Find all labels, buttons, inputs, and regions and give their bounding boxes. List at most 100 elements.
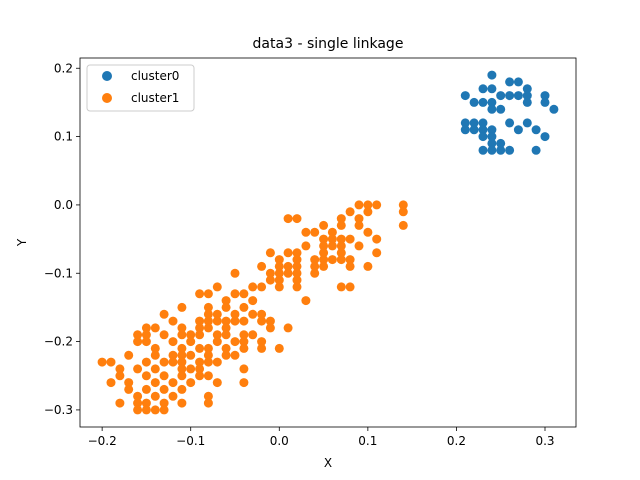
point-cluster1-60 [248,282,258,292]
x-tick-label-0: −0.2 [88,434,117,448]
point-cluster1-62 [292,282,302,292]
point-cluster1-85 [203,316,213,326]
point-cluster1-123 [239,343,249,353]
point-cluster1-91 [265,316,275,326]
point-cluster0-0 [487,70,497,80]
point-cluster1-129 [177,350,187,360]
point-cluster1-111 [141,337,151,347]
point-cluster1-6 [363,207,373,217]
point-cluster1-84 [195,316,205,326]
point-cluster1-90 [257,316,267,326]
point-cluster1-124 [257,343,267,353]
point-cluster0-6 [487,84,497,94]
point-cluster1-47 [319,261,329,271]
point-cluster1-29 [265,248,275,258]
point-cluster1-59 [257,282,267,292]
point-cluster1-63 [336,282,346,292]
point-cluster1-32 [319,248,329,258]
axes: −0.2 −0.1 0.0 0.1 0.2 0.3 −0.3 −0.2 −0.1 0.0 0.1 0.… [44,61,555,448]
point-cluster1-174 [159,398,169,408]
point-cluster1-66 [230,289,240,299]
point-cluster1-40 [336,255,346,265]
data-points [97,70,559,415]
point-cluster0-21 [469,118,479,128]
point-cluster1-7 [345,207,355,217]
point-cluster1-58 [292,275,302,285]
point-cluster1-145 [150,364,160,374]
point-cluster1-149 [239,364,249,374]
point-cluster0-18 [496,104,506,114]
point-cluster1-135 [106,357,116,367]
point-cluster1-1 [398,207,408,217]
point-cluster0-30 [531,125,541,135]
point-cluster0-40 [531,145,541,155]
point-cluster1-67 [239,289,249,299]
point-cluster1-177 [133,405,143,415]
point-cluster1-87 [221,316,231,326]
point-cluster1-175 [177,398,187,408]
point-cluster0-11 [540,91,550,101]
point-cluster1-115 [230,337,240,347]
y-tick-label-4: 0.1 [54,130,73,144]
point-cluster1-118 [150,343,160,353]
chart-title: data3 - single linkage [253,36,404,52]
point-cluster1-150 [115,371,125,381]
point-cluster0-10 [522,91,532,101]
point-cluster1-17 [327,227,337,237]
point-cluster1-56 [265,275,275,285]
point-cluster0-32 [487,132,497,142]
point-cluster1-16 [310,227,320,237]
point-cluster1-153 [177,371,187,381]
point-cluster0-34 [487,138,497,148]
point-cluster1-112 [168,337,178,347]
point-cluster1-100 [133,330,143,340]
point-cluster1-180 [159,405,169,415]
point-cluster1-97 [221,323,231,333]
point-cluster1-95 [195,323,205,333]
point-cluster1-105 [195,330,205,340]
point-cluster1-34 [372,248,382,258]
point-cluster1-52 [283,268,293,278]
point-cluster1-171 [115,398,125,408]
point-cluster1-128 [168,350,178,360]
point-cluster1-162 [239,378,249,388]
point-cluster1-9 [336,214,346,224]
point-cluster1-54 [230,268,240,278]
y-axis-label: Y [15,238,29,247]
point-cluster0-31 [478,132,488,142]
point-cluster1-120 [195,343,205,353]
point-cluster1-170 [203,391,213,401]
point-cluster1-151 [141,371,151,381]
point-cluster0-33 [540,132,550,142]
point-cluster1-108 [239,330,249,340]
y-tick-label-2: −0.1 [44,266,73,280]
point-cluster1-31 [292,248,302,258]
point-cluster0-39 [505,145,515,155]
point-cluster1-35 [274,255,284,265]
point-cluster1-119 [177,343,187,353]
point-cluster1-77 [159,309,169,319]
point-cluster1-157 [124,378,134,388]
point-cluster0-35 [496,138,506,148]
point-cluster1-122 [221,343,231,353]
point-cluster0-17 [487,104,497,114]
point-cluster1-169 [168,391,178,401]
point-cluster1-101 [141,330,151,340]
point-cluster0-36 [478,145,488,155]
point-cluster1-48 [345,261,355,271]
y-tick-label-1: −0.2 [44,335,73,349]
y-tick-label-3: 0.0 [54,198,73,212]
point-cluster0-20 [460,118,470,128]
y-tick-label-5: 0.2 [54,61,73,75]
point-cluster1-88 [230,316,240,326]
x-axis-label: X [324,456,332,470]
point-cluster1-57 [274,275,284,285]
point-cluster1-109 [248,330,258,340]
point-cluster0-8 [505,91,515,101]
x-tick-label-5: 0.3 [535,434,554,448]
x-tick-label-4: 0.2 [447,434,466,448]
point-cluster0-29 [513,125,523,135]
x-tick-label-2: 0.0 [270,434,289,448]
point-cluster1-46 [310,261,320,271]
point-cluster1-166 [177,384,187,394]
